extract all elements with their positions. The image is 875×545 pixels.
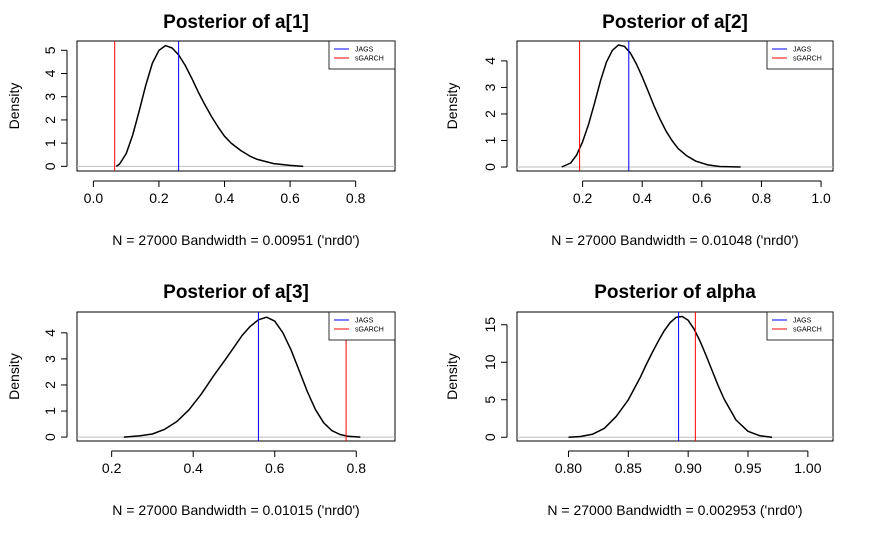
x-tick-label: 0.8 [752, 190, 772, 206]
y-tick-label: 1 [482, 136, 498, 144]
x-tick-label: 0.90 [675, 460, 702, 476]
legend-label: JAGS [793, 318, 812, 325]
x-axis-label: N = 27000 Bandwidth = 0.01048 ('nrd0') [551, 232, 798, 248]
density-curve [568, 315, 773, 439]
y-tick-label: 10 [482, 354, 498, 370]
x-tick-label: 0.85 [615, 460, 642, 476]
chart-title: Posterior of a[1] [163, 12, 309, 33]
x-tick-label: 0.8 [346, 190, 366, 206]
panel-2: Posterior of a[2] 0.2 0.4 0.6 0.8 1.0 0 1 2 3 4 Den… [444, 12, 834, 248]
x-tick-label: 0.6 [692, 190, 712, 206]
y-tick-label: 1 [42, 407, 58, 415]
legend: JAGS sGARCH [328, 40, 396, 70]
x-tick-label: 0.4 [183, 460, 203, 476]
chart-title: Posterior of a[2] [602, 12, 748, 33]
legend: JAGS sGARCH [766, 311, 834, 341]
y-tick-label: 3 [42, 355, 58, 363]
plot-frame [76, 40, 396, 172]
panel-4: Posterior of alpha 0.80 0.85 0.90 0.95 1.00 0 5… [444, 282, 834, 518]
legend-box [328, 40, 396, 70]
y-tick-label: 0 [482, 163, 498, 171]
legend-label: sGARCH [793, 56, 822, 63]
panel-3: Posterior of a[3] 0.2 0.4 0.6 0.8 0 1 2 3 4 Densit… [6, 282, 396, 518]
x-axis-label: N = 27000 Bandwidth = 0.00951 ('nrd0') [112, 232, 359, 248]
legend: JAGS sGARCH [766, 40, 834, 70]
y-tick-label: 4 [42, 69, 58, 77]
x-tick-label: 0.4 [215, 190, 235, 206]
legend-box [328, 311, 396, 341]
x-tick-label: 0.2 [149, 190, 169, 206]
y-axis-label: Density [6, 353, 22, 400]
x-tick-label: 0.80 [555, 460, 582, 476]
x-tick-label: 0.6 [280, 190, 300, 206]
plot-frame [516, 311, 834, 442]
x-tick-label: 0.2 [573, 190, 593, 206]
density-curve [115, 44, 304, 168]
y-tick-label: 2 [42, 381, 58, 389]
legend-box [766, 311, 834, 341]
density-curve [123, 316, 361, 438]
x-tick-label: 0.0 [84, 190, 104, 206]
legend-box [766, 40, 834, 70]
y-tick-label: 0 [42, 433, 58, 441]
y-tick-label: 1 [42, 139, 58, 147]
plot-frame [516, 40, 834, 172]
chart-title: Posterior of a[3] [163, 282, 309, 303]
y-tick-label: 0 [42, 162, 58, 170]
legend-label: sGARCH [793, 327, 822, 334]
x-axis-label: N = 27000 Bandwidth = 0.01015 ('nrd0') [112, 502, 359, 518]
y-tick-label: 4 [42, 329, 58, 337]
y-axis-label: Density [444, 83, 460, 130]
legend-label: sGARCH [355, 327, 384, 334]
legend-label: JAGS [355, 318, 374, 325]
plot-frame [76, 311, 396, 442]
legend-label: JAGS [355, 47, 374, 54]
y-tick-label: 2 [482, 110, 498, 118]
x-tick-label: 0.6 [265, 460, 285, 476]
x-tick-label: 0.8 [347, 460, 367, 476]
panel-1: Posterior of a[1] 0.0 0.2 0.4 0.6 0.8 0 1 2 3 4 5 De… [6, 12, 396, 248]
y-tick-label: 2 [42, 116, 58, 124]
x-tick-label: 0.2 [102, 460, 122, 476]
density-curve [561, 44, 741, 168]
y-axis-label: Density [444, 353, 460, 400]
legend-label: JAGS [793, 47, 812, 54]
x-axis-label: N = 27000 Bandwidth = 0.002953 ('nrd0') [547, 502, 802, 518]
y-tick-label: 0 [482, 433, 498, 441]
y-axis-label: Density [6, 83, 22, 130]
y-tick-label: 4 [482, 57, 498, 65]
y-tick-label: 3 [482, 83, 498, 91]
x-tick-label: 1.00 [794, 460, 821, 476]
y-tick-label: 5 [42, 46, 58, 54]
chart-title: Posterior of alpha [594, 282, 756, 303]
x-tick-label: 1.0 [811, 190, 831, 206]
x-tick-label: 0.4 [632, 190, 652, 206]
x-tick-label: 0.95 [734, 460, 761, 476]
legend: JAGS sGARCH [328, 311, 396, 341]
y-tick-label: 3 [42, 93, 58, 101]
legend-label: sGARCH [355, 56, 384, 63]
y-tick-label: 5 [482, 396, 498, 404]
y-tick-label: 15 [482, 317, 498, 333]
